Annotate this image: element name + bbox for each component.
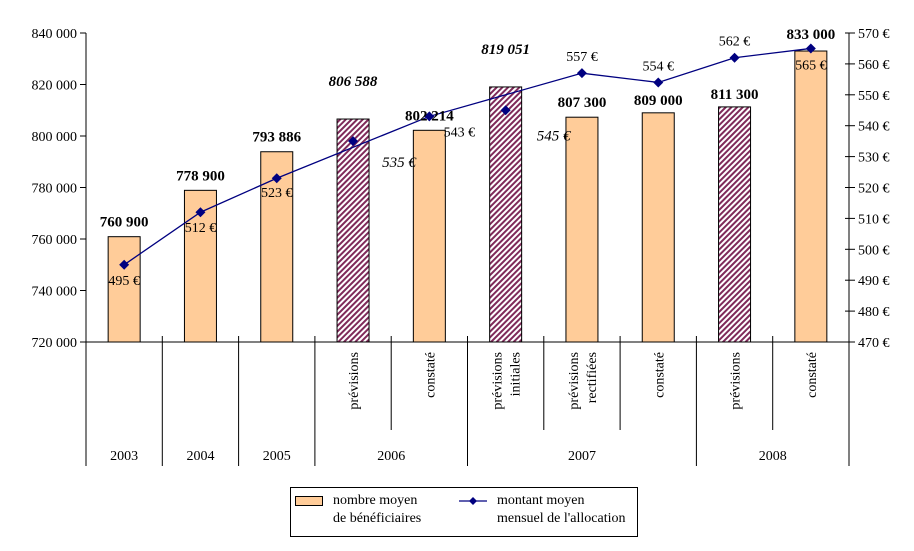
category-sub-label: rectifiées [585,352,600,403]
legend-line-text-line2: mensuel de l'allocation [497,511,626,526]
labels-layer: 760 900 778 900 793 886 806 588 802 214 819 0… [100,27,835,289]
category-sub-label: constaté [805,352,820,398]
year-label: 2008 [759,449,787,464]
left-axis-tick-label: 740 000 [32,285,78,300]
year-label: 2005 [263,449,291,464]
bar-value-label: 819 051 [481,42,530,58]
line-layer [119,43,816,270]
bars-layer [107,50,828,343]
allocation-marker [805,43,816,54]
bar-value-label: 811 300 [711,87,759,103]
category-sub-label: constaté [423,352,438,398]
legend-bar-text-line2: de bénéficiaires [333,511,422,526]
bar-observed [641,112,675,343]
legend: nombre moyen de bénéficiaires montant mo… [290,487,638,537]
allocation-marker [500,105,511,116]
allocation-marker [576,68,587,79]
bar-value-label: 802 214 [405,108,454,124]
left-axis-tick-label: 800 000 [32,130,78,145]
bar-value-label: 793 886 [252,130,301,146]
allocation-line [123,47,811,266]
left-axis-tick-label: 760 000 [32,233,78,248]
line-value-label: 495 € [108,274,140,289]
line-value-label: 545 € [537,128,572,144]
bar-observed [107,236,141,343]
bar-value-label: 778 900 [176,168,225,184]
allocation-marker [653,77,664,88]
allocation-marker [119,259,130,270]
bar-observed [412,129,446,343]
line-value-label: 562 € [719,35,751,50]
year-label: 2004 [186,449,214,464]
category-sub-label: prévisions [729,352,744,410]
line-value-label: 565 € [795,58,827,73]
bar-value-label: 760 900 [100,215,149,231]
bar-forecast [336,118,370,343]
left-axis-tick-label: 720 000 [32,336,78,351]
legend-line-diamond-icon [459,497,487,505]
legend-bar-text-line1: nombre moyen [333,493,418,508]
allocation-marker [348,136,359,147]
right-axis-tick-label: 480 € [858,305,890,320]
right-axis-tick-label: 490 € [858,274,890,289]
year-label: 2003 [110,449,138,464]
category-sub-label: initiales [509,352,524,396]
year-label: 2006 [377,449,405,464]
line-value-label: 512 € [185,221,217,236]
legend-bar-swatch-icon [295,496,323,506]
bar-value-label: 809 000 [634,93,683,109]
line-value-label: 557 € [566,50,598,65]
right-axis-tick-label: 500 € [858,243,890,258]
bar-value-label: 833 000 [786,27,835,43]
category-sub-label: prévisions [567,352,582,410]
year-label: 2007 [568,449,596,464]
allocation-marker [271,173,282,184]
bar-forecast [489,86,523,343]
allocation-marker [729,52,740,63]
axes-layer: 720 000 740 000 760 000 780 000 800 000 820 0… [32,27,890,466]
line-value-label: 543 € [444,125,476,140]
left-axis-tick-label: 820 000 [32,79,78,94]
right-axis-tick-label: 570 € [858,27,890,42]
bar-observed [794,50,828,343]
right-axis-tick-label: 550 € [858,89,890,104]
allocation-marker [424,111,435,122]
legend-line-text-line1: montant moyen [497,493,585,508]
allocation-marker [195,207,206,218]
left-axis-tick-label: 780 000 [32,182,78,197]
left-axis-tick-label: 840 000 [32,27,78,42]
category-sub-label: prévisions [491,352,506,410]
right-axis-tick-label: 510 € [858,212,890,227]
bar-observed [565,116,599,343]
line-value-label: 535 € [382,155,417,171]
bar-forecast [718,106,752,343]
bar-value-label: 807 300 [558,95,607,111]
line-value-label: 523 € [261,186,293,201]
category-sub-label: constaté [652,352,667,398]
line-value-label: 554 € [643,59,675,74]
right-axis-tick-label: 540 € [858,120,890,135]
bar-value-label: 806 588 [329,74,378,90]
right-axis-tick-label: 560 € [858,58,890,73]
right-axis-tick-label: 470 € [858,336,890,351]
right-axis-tick-label: 520 € [858,182,890,197]
right-axis-tick-label: 530 € [858,151,890,166]
category-sub-label: prévisions [347,352,362,410]
